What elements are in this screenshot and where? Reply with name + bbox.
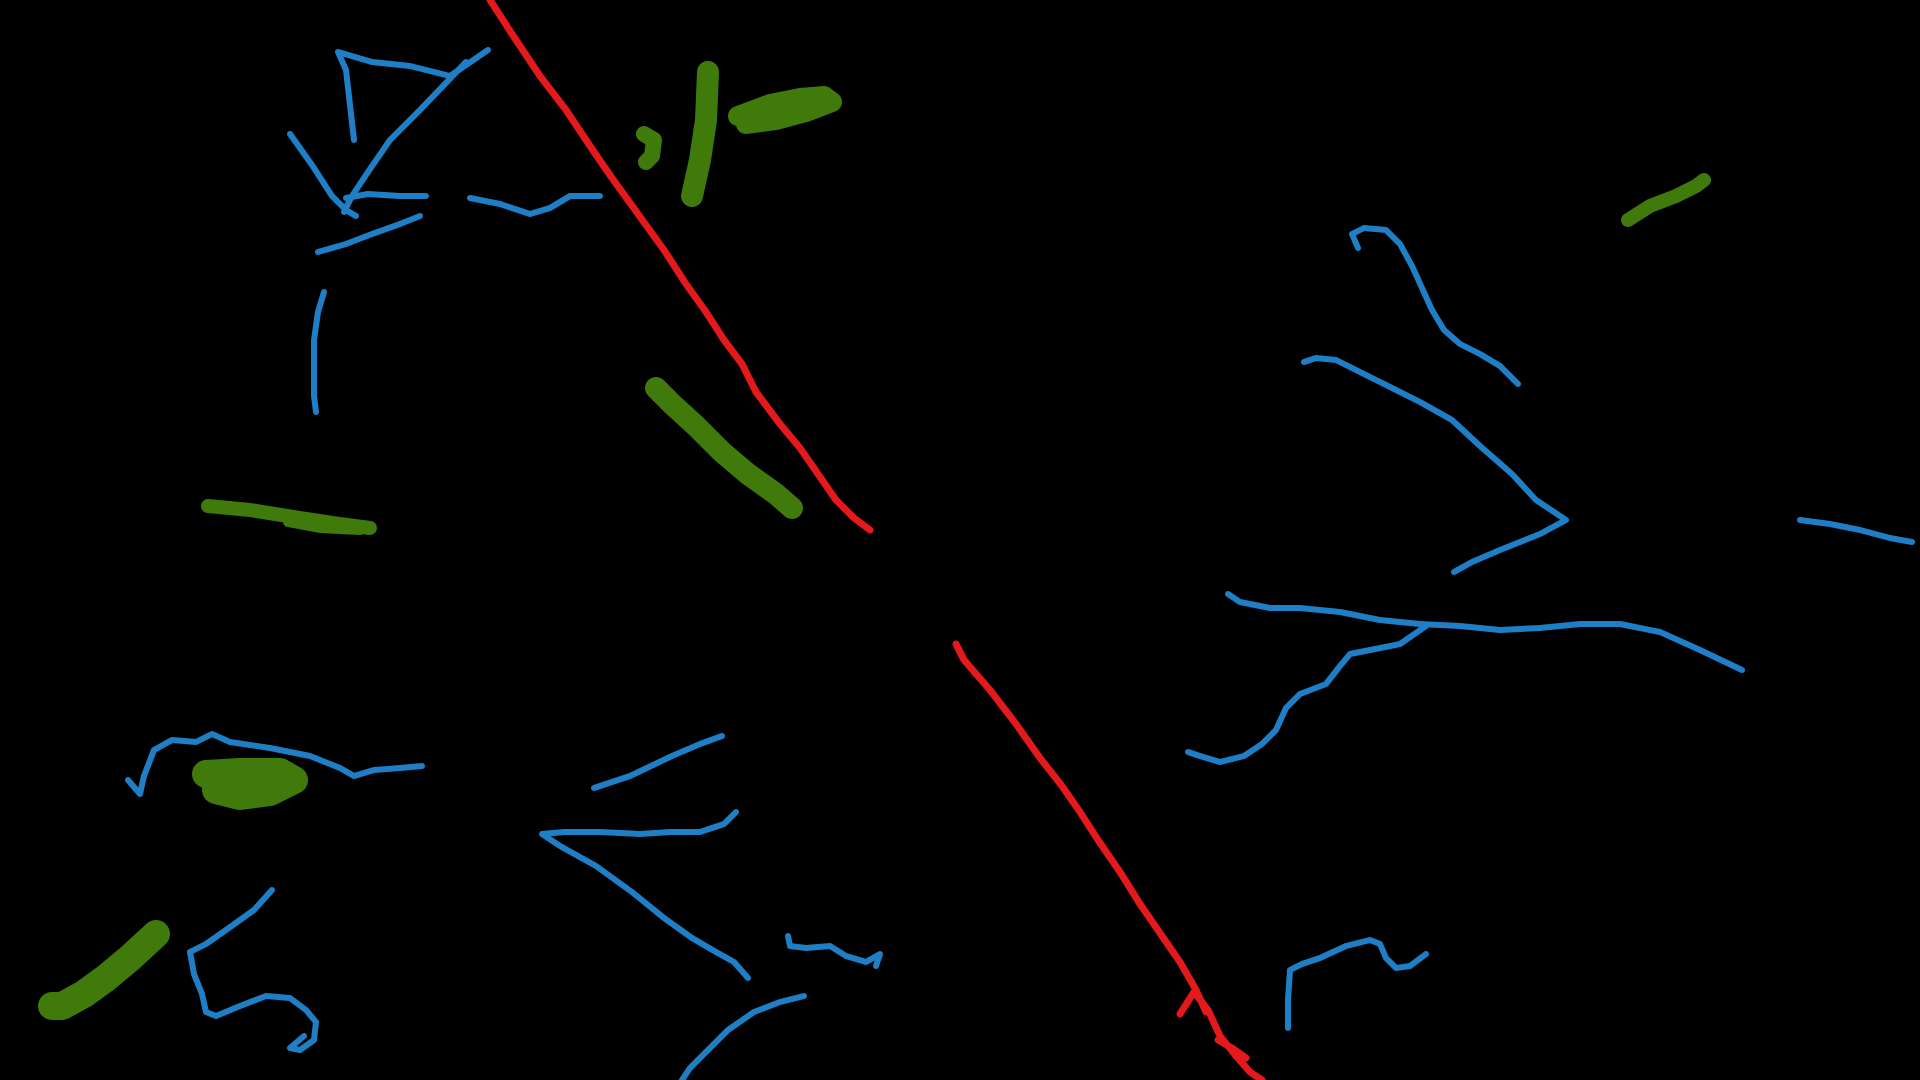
blue-stroke [343,191,429,201]
blue-stroke [315,213,423,255]
blue-stroke [1185,623,1429,765]
blue-stroke [1349,225,1521,387]
blue-stroke [539,809,751,981]
blue-stroke [1797,517,1915,545]
green-stroke [38,920,170,1020]
red-stroke [952,640,1210,1016]
blue-stroke [591,733,725,791]
blue-stroke [1301,355,1569,575]
blue-stroke [1225,591,1745,673]
green-stroke [681,61,719,207]
green-stroke [728,86,842,134]
blue-strokes [125,47,1915,1080]
blue-stroke [125,731,425,797]
blue-stroke [187,887,275,955]
green-stroke [636,126,662,170]
blue-stroke [785,933,883,969]
blue-stroke [187,949,319,1053]
green-stroke [192,758,308,810]
red-stroke [486,0,874,534]
red-strokes [486,0,1266,1080]
blue-stroke [287,131,359,219]
blue-stroke [311,289,327,415]
green-stroke [283,517,365,535]
green-stroke [1621,173,1711,227]
blue-stroke [1285,937,1429,1031]
green-stroke [645,377,803,519]
blue-stroke [467,193,603,217]
green-strokes [38,61,1711,1020]
red-stroke [1176,988,1266,1080]
red-stroke [1214,1036,1250,1062]
blue-stroke [679,993,807,1080]
